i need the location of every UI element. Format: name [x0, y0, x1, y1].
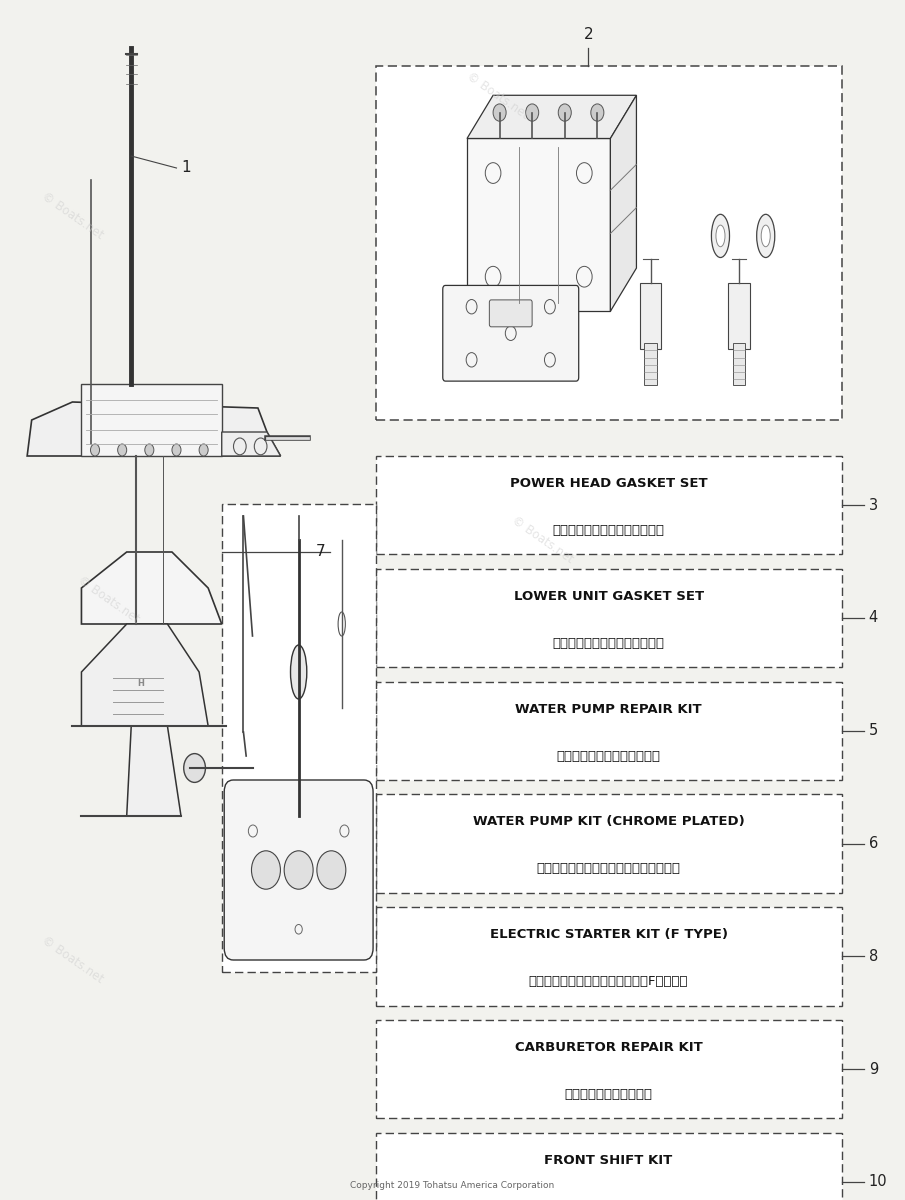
Ellipse shape	[761, 226, 770, 247]
FancyBboxPatch shape	[644, 343, 657, 385]
Text: 7: 7	[316, 545, 326, 559]
Circle shape	[284, 851, 313, 889]
Text: © Boats.net: © Boats.net	[39, 190, 106, 242]
Circle shape	[184, 754, 205, 782]
Circle shape	[317, 851, 346, 889]
Text: 6: 6	[869, 836, 878, 851]
Polygon shape	[27, 402, 281, 456]
FancyBboxPatch shape	[733, 343, 746, 385]
Circle shape	[558, 104, 571, 121]
Text: 10: 10	[869, 1175, 888, 1189]
FancyBboxPatch shape	[224, 780, 373, 960]
Text: WATER PUMP REPAIR KIT: WATER PUMP REPAIR KIT	[515, 703, 702, 715]
FancyBboxPatch shape	[467, 138, 610, 311]
Circle shape	[90, 444, 100, 456]
Text: 9: 9	[869, 1062, 878, 1076]
Bar	[376, 1020, 842, 1118]
Text: 5: 5	[869, 724, 878, 738]
Text: © Boats.net: © Boats.net	[464, 70, 531, 122]
Polygon shape	[81, 624, 208, 726]
Text: POWER HEAD GASKET SET: POWER HEAD GASKET SET	[510, 478, 708, 490]
Ellipse shape	[716, 226, 725, 247]
Circle shape	[172, 444, 181, 456]
Text: FRONT SHIFT KIT: FRONT SHIFT KIT	[545, 1154, 672, 1166]
Bar	[222, 504, 376, 972]
Circle shape	[145, 444, 154, 456]
Text: 1: 1	[181, 161, 191, 175]
Text: 3: 3	[869, 498, 878, 512]
Circle shape	[526, 104, 538, 121]
Text: CARBURETOR REPAIR KIT: CARBURETOR REPAIR KIT	[515, 1042, 702, 1054]
Text: © Boats.net: © Boats.net	[75, 574, 142, 626]
Text: WATER PUMP KIT (CHROME PLATED): WATER PUMP KIT (CHROME PLATED)	[472, 816, 745, 828]
Bar	[376, 1133, 842, 1200]
Polygon shape	[127, 726, 181, 816]
Ellipse shape	[338, 612, 346, 636]
Circle shape	[493, 104, 506, 121]
Circle shape	[275, 881, 286, 895]
Bar	[376, 907, 842, 1006]
Circle shape	[284, 857, 295, 871]
Circle shape	[307, 845, 318, 859]
Polygon shape	[81, 552, 222, 624]
Text: © Boats.net: © Boats.net	[39, 934, 106, 986]
Text: パワーヘッドガスケットセット: パワーヘッドガスケットセット	[553, 524, 664, 536]
Text: 2: 2	[584, 26, 593, 42]
FancyBboxPatch shape	[443, 286, 578, 382]
Polygon shape	[467, 95, 636, 138]
Bar	[376, 682, 842, 780]
Polygon shape	[222, 432, 281, 456]
Ellipse shape	[757, 215, 775, 258]
Circle shape	[199, 444, 208, 456]
Text: エレクトリックスタータキット（Fタイプ）: エレクトリックスタータキット（Fタイプ）	[529, 976, 689, 988]
Text: 8: 8	[869, 949, 878, 964]
Circle shape	[118, 444, 127, 456]
Text: 4: 4	[869, 611, 878, 625]
Text: キャブレタリペアキット: キャブレタリペアキット	[565, 1088, 653, 1100]
Ellipse shape	[711, 215, 729, 258]
Bar	[376, 569, 842, 667]
Bar	[376, 794, 842, 893]
Circle shape	[591, 104, 604, 121]
Text: LOWER UNIT GASKET SET: LOWER UNIT GASKET SET	[513, 590, 704, 602]
Bar	[376, 456, 842, 554]
Bar	[376, 66, 842, 420]
Text: © Boats.net: © Boats.net	[510, 514, 576, 566]
Ellipse shape	[291, 646, 307, 698]
FancyBboxPatch shape	[490, 300, 532, 326]
Polygon shape	[81, 384, 222, 456]
Text: Copyright 2019 Tohatsu America Corporation: Copyright 2019 Tohatsu America Corporati…	[350, 1181, 555, 1190]
Circle shape	[252, 851, 281, 889]
FancyBboxPatch shape	[729, 283, 750, 349]
Text: ウォータポンプキット（クロムメッキ）: ウォータポンプキット（クロムメッキ）	[537, 863, 681, 875]
FancyBboxPatch shape	[640, 283, 662, 349]
Text: ELECTRIC STARTER KIT (F TYPE): ELECTRIC STARTER KIT (F TYPE)	[490, 929, 728, 941]
Text: ウォータポンプリペアキット: ウォータポンプリペアキット	[557, 750, 661, 762]
Text: H: H	[137, 679, 144, 689]
Polygon shape	[610, 95, 636, 311]
Text: ロワユニットガスケットセット: ロワユニットガスケットセット	[553, 637, 664, 649]
